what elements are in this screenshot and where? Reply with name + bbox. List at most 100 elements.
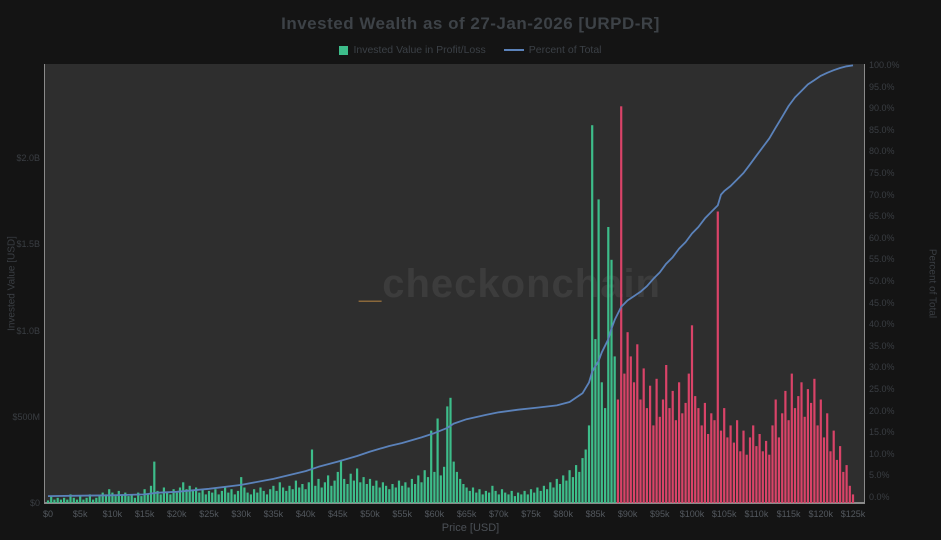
profit-bar bbox=[291, 489, 294, 503]
loss-bar bbox=[761, 451, 764, 504]
profit-bar bbox=[198, 492, 201, 503]
profit-bar bbox=[307, 482, 310, 503]
profit-bar bbox=[85, 497, 88, 503]
profit-bar bbox=[175, 492, 178, 503]
x-tick-label: $45k bbox=[328, 509, 348, 519]
profit-bar bbox=[571, 477, 574, 503]
loss-bar bbox=[716, 211, 719, 503]
profit-bar bbox=[346, 484, 349, 503]
profit-bar bbox=[72, 497, 75, 503]
profit-bar bbox=[98, 496, 101, 503]
profit-bar bbox=[294, 480, 297, 503]
profit-bar bbox=[159, 494, 162, 503]
profit-bar bbox=[53, 499, 56, 503]
profit-bar bbox=[153, 461, 156, 503]
profit-bar bbox=[604, 408, 607, 503]
profit-bar bbox=[66, 499, 69, 503]
profit-bar bbox=[46, 500, 50, 503]
loss-bar bbox=[784, 390, 787, 503]
loss-bar bbox=[736, 420, 739, 503]
profit-bar bbox=[137, 492, 140, 503]
x-tick-label: $25k bbox=[199, 509, 219, 519]
x-tick-label: $5k bbox=[72, 509, 88, 519]
profit-bar bbox=[143, 489, 146, 503]
profit-bar bbox=[452, 461, 455, 503]
x-tick-label: $125k bbox=[840, 509, 866, 519]
legend-item-invested-value[interactable]: Invested Value in Profit/Loss bbox=[339, 44, 486, 56]
profit-bar bbox=[63, 497, 66, 503]
loss-bar bbox=[668, 408, 671, 503]
profit-bar bbox=[214, 489, 217, 503]
profit-bar bbox=[423, 470, 426, 503]
profit-bar bbox=[372, 485, 375, 504]
profit-bar bbox=[565, 480, 568, 503]
profit-bar bbox=[272, 485, 275, 504]
x-tick-label: $85k bbox=[585, 509, 606, 519]
profit-bar bbox=[471, 487, 475, 503]
profit-bar bbox=[507, 494, 510, 503]
loss-bar bbox=[848, 485, 851, 504]
profit-bar bbox=[436, 418, 439, 503]
x-tick-label: $105k bbox=[711, 509, 737, 519]
profit-bar bbox=[79, 496, 82, 503]
profit-bar bbox=[407, 487, 410, 503]
loss-bar bbox=[851, 494, 855, 503]
profit-bar bbox=[259, 487, 262, 503]
x-tick-label: $110k bbox=[744, 509, 769, 519]
profit-bar bbox=[613, 356, 616, 503]
profit-bar bbox=[420, 482, 423, 503]
right-tick-label: 40.0% bbox=[869, 319, 895, 330]
profit-bar bbox=[224, 487, 227, 503]
loss-bar bbox=[658, 416, 661, 504]
profit-bar bbox=[207, 490, 211, 503]
right-tick-label: 25.0% bbox=[869, 384, 895, 394]
profit-bar bbox=[449, 397, 452, 503]
profit-bar bbox=[269, 489, 272, 503]
profit-bar bbox=[468, 490, 471, 503]
loss-bar bbox=[636, 344, 639, 503]
profit-bar bbox=[497, 494, 500, 503]
profit-bar bbox=[130, 494, 133, 503]
loss-bar bbox=[723, 408, 726, 503]
loss-bar bbox=[642, 368, 645, 503]
profit-bar bbox=[459, 478, 462, 503]
loss-bar bbox=[632, 382, 636, 504]
loss-bar bbox=[752, 425, 755, 503]
loss-bar bbox=[713, 420, 716, 503]
profit-bar bbox=[191, 490, 194, 503]
profit-bar bbox=[462, 484, 465, 503]
profit-bar bbox=[414, 484, 417, 503]
profit-bar bbox=[356, 468, 359, 503]
profit-bar bbox=[475, 492, 478, 503]
legend-item-percent-of-total[interactable]: Percent of Total bbox=[503, 44, 602, 56]
left-tick-label: $0 bbox=[29, 498, 40, 508]
loss-bar bbox=[732, 442, 735, 503]
right-tick-label: 70.0% bbox=[869, 189, 895, 200]
loss-bar bbox=[639, 399, 642, 503]
plot-area[interactable] bbox=[44, 64, 865, 504]
loss-bar bbox=[742, 430, 745, 503]
profit-bar bbox=[552, 487, 555, 503]
profit-bar bbox=[75, 499, 79, 503]
loss-bar bbox=[719, 430, 723, 503]
profit-bar bbox=[381, 482, 384, 503]
profit-bar bbox=[362, 477, 365, 503]
loss-bar bbox=[629, 356, 632, 503]
profit-bar bbox=[594, 339, 597, 503]
profit-bar bbox=[310, 449, 314, 503]
x-tick-label: $40k bbox=[295, 509, 316, 519]
profit-bar bbox=[484, 490, 487, 503]
loss-bar bbox=[832, 430, 835, 503]
loss-bar bbox=[678, 382, 681, 504]
x-tick-label: $20k bbox=[167, 509, 187, 519]
profit-bar bbox=[285, 490, 288, 503]
left-tick-label: $500M bbox=[12, 411, 40, 422]
x-tick-label: $35k bbox=[263, 509, 284, 519]
profit-bar bbox=[204, 494, 207, 503]
profit-bar bbox=[388, 489, 391, 503]
profit-bar bbox=[249, 494, 252, 503]
profit-bar bbox=[288, 485, 291, 504]
loss-bar bbox=[790, 373, 793, 503]
x-tick-label: $10k bbox=[102, 509, 123, 519]
